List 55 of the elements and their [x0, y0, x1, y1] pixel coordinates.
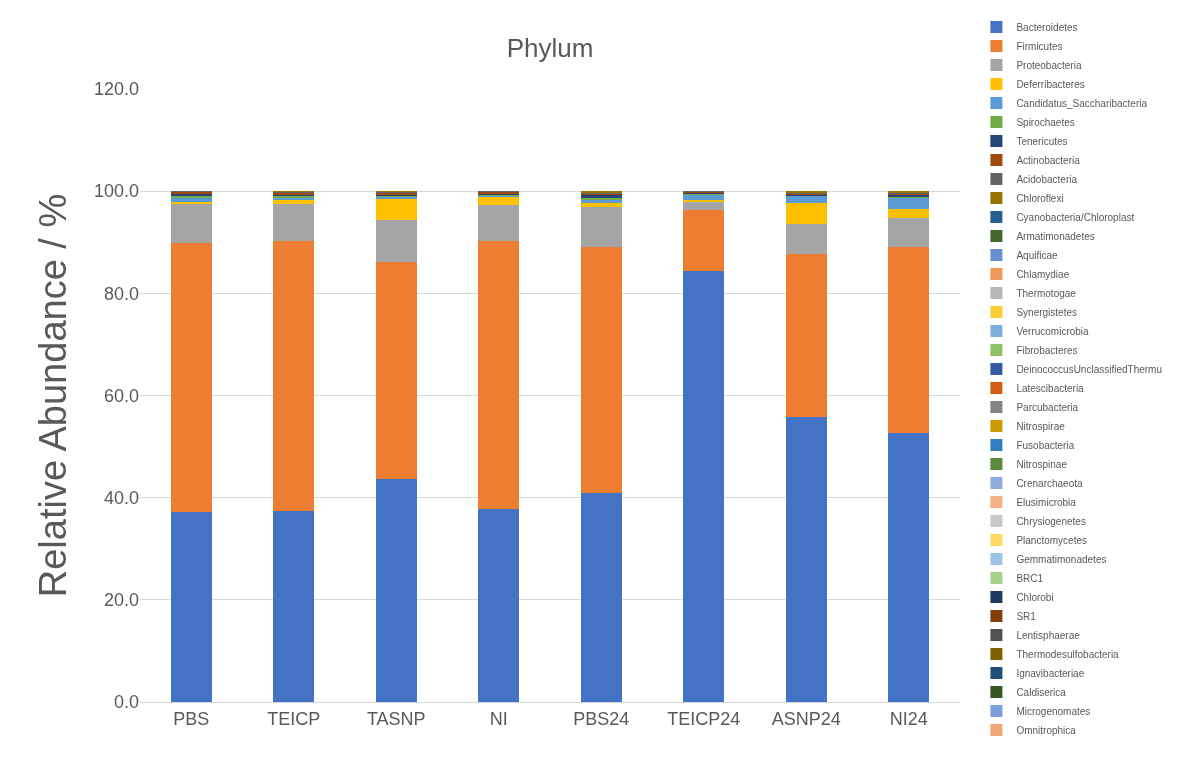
legend-label: Nitrospirae [1016, 420, 1066, 432]
legend-label: Latescibacteria [1016, 382, 1085, 394]
legend-label: Planctomycetes [1016, 534, 1087, 546]
legend-label: Aquificae [1016, 249, 1058, 261]
y-tick-label: 0.0 [113, 692, 139, 713]
x-tick-label: TASNP [366, 708, 426, 729]
legend-label: Verrucomicrobia [1016, 325, 1090, 337]
y-tick-label: 40.0 [103, 487, 139, 508]
y-tick-label: 120.0 [93, 79, 139, 100]
y-axis-title: Relative Abundance / % [32, 193, 75, 598]
legend-label: Microgenomates [1016, 705, 1091, 717]
legend-label: Proteobacteria [1016, 59, 1082, 71]
legend-label: Chloroflexi [1016, 192, 1064, 204]
legend-label: SR1 [1016, 610, 1037, 622]
legend-label: Nitrospinae [1016, 458, 1068, 470]
legend-label: Thermotogae [1016, 287, 1077, 299]
y-tick-label: 20.0 [103, 590, 139, 611]
legend-label: BRC1 [1016, 572, 1044, 584]
legend-label: Chrysiogenetes [1016, 515, 1086, 527]
legend-label: Chlorobi [1016, 591, 1054, 603]
legend-label: Omnitrophica [1016, 724, 1077, 736]
legend-label: Armatimonadetes [1016, 230, 1095, 242]
legend-label: Actinobacteria [1016, 154, 1081, 166]
x-tick-label: NI [489, 708, 508, 729]
legend-label: Crenarchaeota [1016, 477, 1083, 489]
legend-label: Ignavibacteriae [1016, 667, 1085, 679]
legend-label: Elusimicrobia [1016, 496, 1077, 508]
legend-label: Lentisphaerae [1016, 629, 1081, 641]
x-tick-label: TEICP24 [667, 708, 741, 729]
x-tick-label: PBS24 [573, 708, 630, 729]
x-tick-label: TEICP [267, 708, 321, 729]
legend-label: Cyanobacteria/Chloroplast [1016, 211, 1135, 223]
chart-title: Phylum [506, 33, 594, 64]
legend-label: Spirochaetes [1016, 116, 1075, 128]
legend-label: DeinococcusUnclassifiedThermu [1016, 363, 1163, 375]
legend-label: Fibrobacteres [1016, 344, 1078, 356]
legend-label: Firmicutes [1016, 40, 1063, 52]
legend-label: Bacteroidetes [1016, 21, 1078, 33]
legend-label: Thermodesulfobacteria [1016, 648, 1120, 660]
legend-label: Synergistetes [1016, 306, 1077, 318]
legend-label: Fusobacteria [1016, 439, 1075, 451]
x-tick-label: NI24 [889, 708, 928, 729]
x-tick-label: ASNP24 [771, 708, 841, 729]
legend-label: Candidatus_Saccharibacteria [1016, 97, 1148, 109]
legend-label: Parcubacteria [1016, 401, 1079, 413]
legend-label: Tenericutes [1016, 135, 1068, 147]
legend-label: Gemmatimonadetes [1016, 553, 1107, 565]
y-tick-label: 100.0 [93, 181, 139, 202]
legend-label: Chlamydiae [1016, 268, 1070, 280]
y-tick-label: 80.0 [103, 283, 139, 304]
x-tick-label: PBS [173, 708, 210, 729]
legend-label: Acidobacteria [1016, 173, 1078, 185]
y-tick-label: 60.0 [103, 385, 139, 406]
legend-label: Deferribacteres [1016, 78, 1085, 90]
legend-label: Caldiserica [1016, 686, 1067, 698]
